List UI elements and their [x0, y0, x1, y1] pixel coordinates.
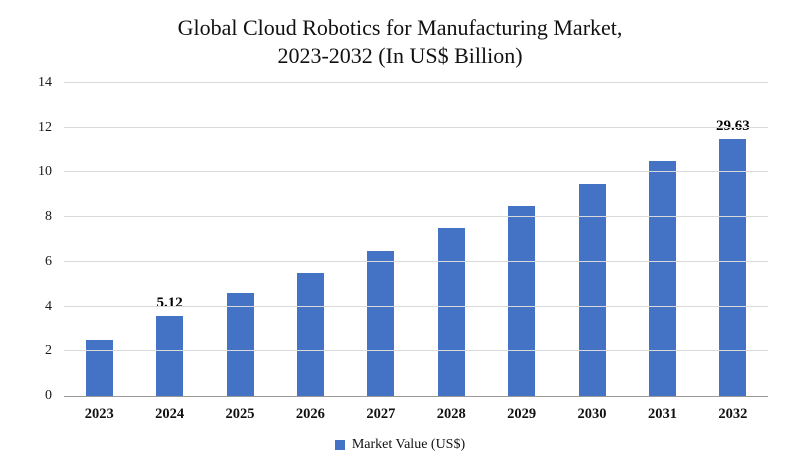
- bar: [367, 250, 395, 396]
- bar: [648, 161, 676, 396]
- y-tick-label: 0: [45, 388, 52, 403]
- bar: [719, 138, 747, 396]
- bar-column: [486, 83, 556, 396]
- y-tick-label: 14: [38, 75, 52, 90]
- x-axis-label: 2026: [295, 406, 325, 422]
- x-axis-label: 2029: [507, 406, 537, 422]
- gridline: [64, 126, 768, 128]
- x-axis-label: 2024: [155, 406, 185, 422]
- x-axis-label: 2030: [577, 406, 607, 422]
- chart-title: Global Cloud Robotics for Manufacturing …: [18, 14, 782, 69]
- bar-column: 29.63: [698, 83, 768, 396]
- bar-column: 5.12: [134, 83, 204, 396]
- bar-column: [205, 83, 275, 396]
- bar: [437, 228, 465, 396]
- y-tick-label: 8: [45, 209, 52, 225]
- y-tick-label: 10: [38, 164, 52, 180]
- gridline: [64, 171, 768, 173]
- data-label: 29.63: [715, 117, 750, 134]
- bar: [85, 340, 113, 396]
- x-axis-label: 2025: [225, 406, 255, 422]
- bars-group: 5.12 29.63: [64, 83, 768, 396]
- x-axis-label: 2027: [366, 406, 396, 422]
- x-axis-label: 2028: [436, 406, 466, 422]
- legend-marker-icon: [334, 440, 345, 450]
- y-tick-label: 4: [45, 298, 52, 314]
- gridline: [64, 350, 768, 352]
- y-tick-label: 2: [45, 343, 52, 359]
- bar-column: [346, 83, 416, 396]
- bar: [296, 273, 324, 396]
- plot-region: 5.12 29.63 0 2 4 6 8 10 12 14: [38, 75, 768, 403]
- x-axis-labels: 2023 2024 2025 2026 2027 2028 2029 2030 2031 2032: [64, 397, 768, 423]
- chart-title-line-1: Global Cloud Robotics for Manufacturing …: [177, 15, 623, 40]
- x-axis-label: 2032: [718, 406, 748, 422]
- gridline: [64, 216, 768, 218]
- bar-column: [557, 83, 627, 396]
- gridline: [64, 82, 768, 83]
- data-label: 5.12: [156, 294, 183, 311]
- y-tick-label: 6: [45, 253, 52, 269]
- gridline: [64, 305, 768, 307]
- chart-title-line-2: 2023-2032 (In US$ Billion): [277, 42, 523, 68]
- legend: Market Value (US$): [18, 423, 782, 459]
- x-axis-label: 2023: [84, 406, 114, 422]
- bar: [156, 315, 184, 396]
- x-axis-label: 2031: [647, 406, 677, 422]
- bar-column: [416, 83, 486, 396]
- bar: [508, 205, 536, 396]
- bar: [578, 183, 606, 396]
- bar-column: [64, 83, 134, 396]
- bar-column: [275, 83, 345, 396]
- y-tick-label: 12: [38, 119, 52, 135]
- legend-label: Market Value (US$): [351, 437, 466, 452]
- plot-area: 5.12 29.63 0 2 4 6 8 10 12 14: [38, 75, 768, 403]
- gridline: [64, 260, 768, 262]
- bar-column: [627, 83, 697, 396]
- bar: [226, 293, 254, 396]
